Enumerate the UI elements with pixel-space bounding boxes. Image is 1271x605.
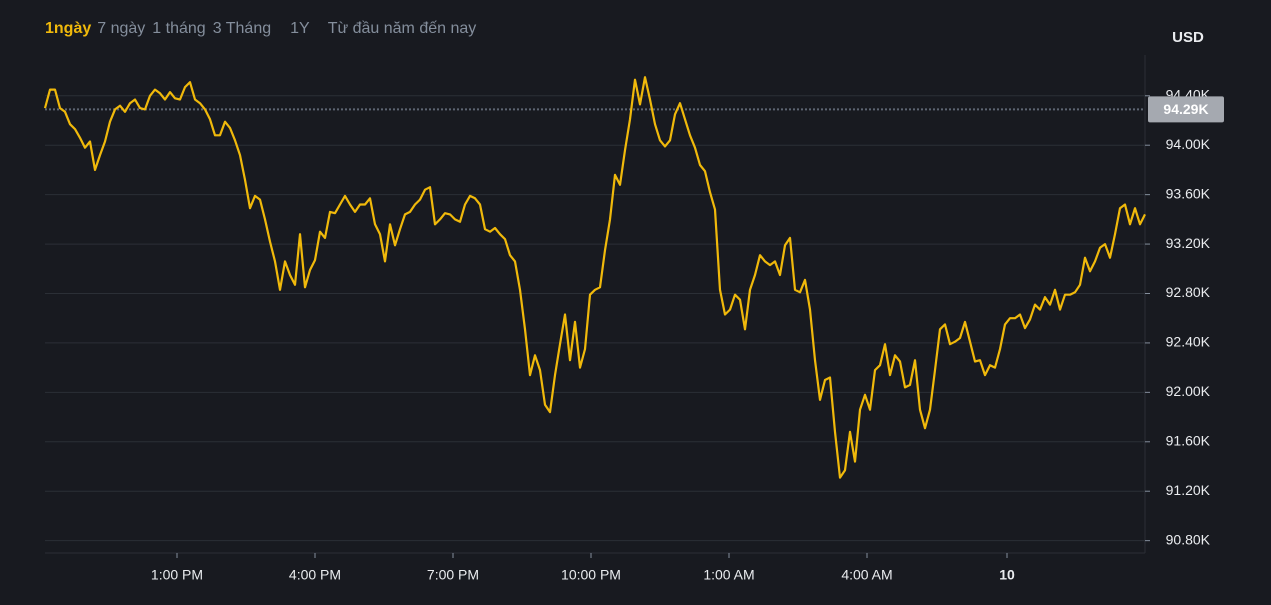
y-axis-label: USD <box>1172 29 1204 46</box>
y-tick-label: 92.40K <box>1166 334 1211 350</box>
price-line <box>43 76 1146 479</box>
y-tick-label: 91.60K <box>1166 432 1211 448</box>
y-tick-label: 93.60K <box>1166 185 1211 201</box>
x-tick-label: 4:00 PM <box>289 567 341 583</box>
x-tick-label: 4:00 AM <box>841 567 892 583</box>
y-tick-label: 92.80K <box>1166 284 1211 300</box>
y-tick-label: 94.00K <box>1166 136 1211 152</box>
range-button[interactable]: 1Y <box>290 20 310 37</box>
range-button[interactable]: 3 Tháng <box>212 20 272 37</box>
y-tick-label: 90.80K <box>1166 531 1211 547</box>
x-tick-label: 1:00 AM <box>703 567 754 583</box>
range-button[interactable]: 1ngày <box>45 20 92 37</box>
x-tick-label: 10 <box>999 567 1015 583</box>
last-price-tag <box>1148 96 1224 123</box>
range-button[interactable]: 1 tháng <box>152 20 206 37</box>
x-tick-label: 10:00 PM <box>561 567 621 583</box>
x-tick-label: 7:00 PM <box>427 567 479 583</box>
y-tick-label: 93.20K <box>1166 235 1211 251</box>
last-price-label: 94.29K <box>1163 101 1208 117</box>
x-tick-label: 1:00 PM <box>151 567 203 583</box>
y-tick-label: 92.00K <box>1166 383 1211 399</box>
range-button[interactable]: Từ đầu năm đến nay <box>327 20 477 37</box>
range-selector: 1ngày 7 ngày 1 tháng 3 Tháng 1Y Từ đầu n… <box>45 20 483 38</box>
range-button[interactable]: 7 ngày <box>97 20 146 37</box>
y-tick-label: 91.20K <box>1166 482 1211 498</box>
